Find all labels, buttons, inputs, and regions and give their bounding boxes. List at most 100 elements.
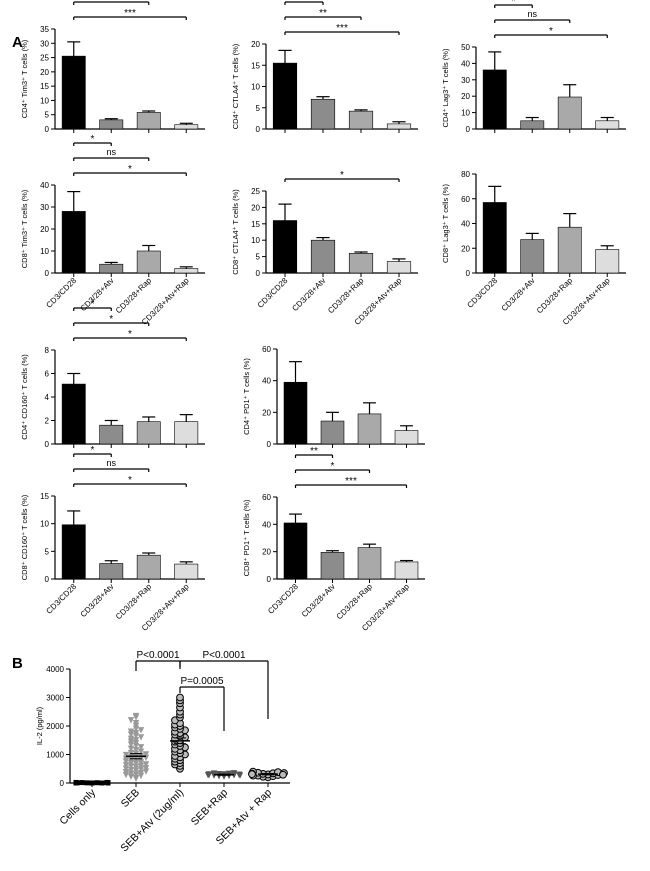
y-tick-label: 0 xyxy=(256,269,261,278)
bar xyxy=(320,552,345,580)
y-tick-label: 60 xyxy=(262,493,271,502)
y-axis-label: CD8⁺ CTLA4⁺ T cells (%) xyxy=(231,189,240,275)
bar xyxy=(386,123,412,130)
data-point xyxy=(132,767,140,774)
y-tick-label: 15 xyxy=(251,220,260,229)
y-axis-label: IL-2 (pg/ml) xyxy=(35,706,44,745)
bar xyxy=(136,421,161,445)
y-tick-label: 40 xyxy=(461,59,470,68)
y-tick-label: 20 xyxy=(251,40,260,49)
chart-il2: 0 1000 2000 3000 4000 IL-2 (pg/ml) Cells only S… xyxy=(35,650,290,854)
significance-label: * xyxy=(128,164,132,175)
y-tick-label: 0 xyxy=(45,125,50,134)
y-tick-label: 80 xyxy=(461,170,470,179)
significance-label: ** xyxy=(319,8,327,19)
data-point xyxy=(137,762,145,770)
y-axis-label: CD4⁺ Tim3⁺ T cells (%) xyxy=(20,39,29,118)
bar xyxy=(595,120,620,130)
bar xyxy=(272,62,298,130)
data-point xyxy=(137,756,145,763)
data-point xyxy=(105,780,111,786)
x-tick-label: CD3/28+Rap xyxy=(335,582,375,622)
y-tick-label: 1000 xyxy=(46,751,64,760)
bar xyxy=(61,211,86,274)
panel-label-b: B xyxy=(12,655,23,672)
y-tick-label: 0 xyxy=(256,125,261,134)
data-point xyxy=(142,764,150,772)
y-tick-label: 60 xyxy=(262,345,271,354)
data-point xyxy=(127,735,135,743)
bar xyxy=(283,522,308,580)
chart-cd4-lag3: 0 10 20 30 40 50 CD4⁺ Lag3⁺ T cells (%) * ns * xyxy=(441,0,626,134)
bar xyxy=(520,239,545,274)
y-axis-label: CD4⁺ PD1⁺ T cells (%) xyxy=(242,358,251,435)
data-point xyxy=(127,717,135,724)
data-point xyxy=(122,765,130,772)
y-tick-label: 0 xyxy=(267,575,272,584)
y-tick-label: 2 xyxy=(45,417,50,426)
bar xyxy=(61,55,86,130)
y-axis-label: CD4⁺ CD160⁺ T cells (%) xyxy=(20,354,29,440)
y-tick-label: 0 xyxy=(466,269,471,278)
y-tick-label: 10 xyxy=(251,236,260,245)
bar xyxy=(174,563,199,580)
y-tick-label: 0 xyxy=(45,269,50,278)
x-tick-label: CD3/CD28 xyxy=(465,276,499,310)
y-tick-label: 0 xyxy=(60,779,65,788)
data-point xyxy=(137,766,145,773)
x-tick-label: CD3/28+Rap xyxy=(326,276,366,316)
bar xyxy=(557,226,582,274)
bar xyxy=(99,119,124,130)
y-tick-label: 10 xyxy=(40,247,49,256)
data-point xyxy=(248,770,256,779)
data-point xyxy=(132,774,140,782)
data-point xyxy=(122,768,130,776)
bar xyxy=(595,249,620,274)
x-tick-label: CD3/CD28 xyxy=(256,276,290,310)
bar xyxy=(61,383,86,445)
y-tick-label: 25 xyxy=(40,54,49,63)
x-tick-label: CD3/28+Atv xyxy=(79,582,116,619)
bar xyxy=(136,112,161,130)
y-tick-label: 20 xyxy=(251,203,260,212)
bar xyxy=(272,220,298,274)
x-tick-label: Cells only xyxy=(57,786,98,827)
significance-label: P=0.0005 xyxy=(180,676,224,687)
y-tick-label: 5 xyxy=(256,253,261,262)
y-tick-label: 4 xyxy=(45,393,50,402)
y-axis-label: CD8⁺ Lag3⁺ T cells (%) xyxy=(441,184,450,263)
x-tick-label: SEB xyxy=(119,787,142,810)
bar xyxy=(482,69,507,130)
significance-label: * xyxy=(91,299,95,310)
y-tick-label: 15 xyxy=(40,492,49,501)
significance-label: ** xyxy=(310,446,318,457)
bar xyxy=(174,268,199,274)
data-point xyxy=(132,737,140,744)
data-point xyxy=(236,772,244,779)
bar xyxy=(357,413,382,445)
y-tick-label: 25 xyxy=(251,187,260,196)
bar xyxy=(99,563,124,580)
y-tick-label: 15 xyxy=(40,82,49,91)
data-point xyxy=(132,771,140,778)
y-tick-label: 20 xyxy=(461,92,470,101)
x-tick-label: SEB+Rap xyxy=(189,787,230,828)
bar xyxy=(310,98,336,130)
bar xyxy=(174,421,199,445)
data-point xyxy=(132,712,140,720)
data-point xyxy=(137,727,145,734)
bar xyxy=(174,124,199,130)
significance-label: * xyxy=(128,475,132,486)
y-tick-label: 2000 xyxy=(46,722,64,731)
y-tick-label: 5 xyxy=(45,547,50,556)
y-axis-label: CD8⁺ Tim3⁺ T cells (%) xyxy=(20,189,29,268)
data-point xyxy=(127,749,135,757)
significance-label: * xyxy=(549,26,553,37)
data-point xyxy=(132,747,140,754)
data-point xyxy=(127,745,135,752)
data-point xyxy=(142,761,150,768)
data-point xyxy=(230,770,238,777)
significance-label: *** xyxy=(345,476,357,487)
y-tick-label: 30 xyxy=(40,39,49,48)
